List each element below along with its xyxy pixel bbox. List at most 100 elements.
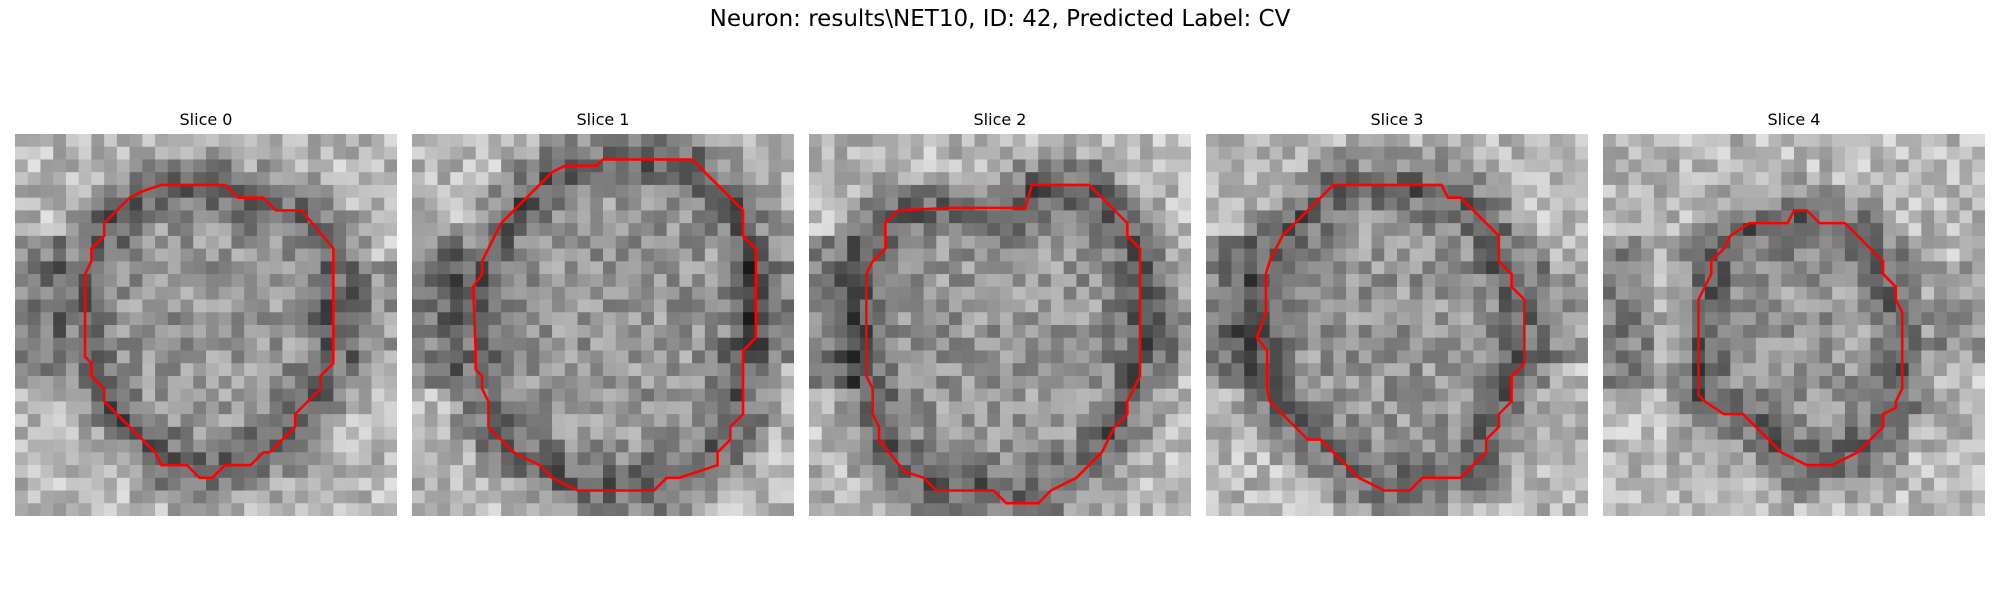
pixel [1127, 223, 1141, 237]
pixel [1320, 248, 1334, 262]
pixel [1038, 388, 1052, 402]
pixel [781, 465, 794, 479]
pixel [1409, 337, 1423, 351]
pixel [1460, 439, 1474, 453]
pixel [256, 439, 271, 453]
pixel [346, 477, 360, 491]
pixel [1908, 134, 1922, 148]
pixel [475, 197, 489, 211]
pixel [552, 452, 566, 466]
pixel [1562, 414, 1576, 428]
pixel [526, 477, 540, 491]
pixel [78, 197, 92, 211]
pixel [193, 248, 207, 262]
pixel [1768, 299, 1782, 313]
pixel [1524, 363, 1538, 377]
pixel [987, 388, 1001, 402]
pixel [821, 439, 835, 453]
pixel [1844, 159, 1859, 173]
pixel [1231, 452, 1245, 466]
pixel [898, 490, 912, 504]
pixel [1307, 159, 1321, 173]
pixel [1717, 134, 1731, 148]
pixel [1063, 172, 1077, 186]
pixel [885, 286, 899, 300]
pixel [384, 261, 397, 275]
pixel [1857, 401, 1871, 415]
pixel [295, 146, 309, 160]
pixel [1844, 184, 1859, 199]
pixel [27, 134, 41, 148]
pixel [577, 223, 591, 237]
pixel [501, 490, 515, 504]
pixel [1447, 210, 1462, 224]
pixel [809, 490, 823, 504]
pixel [1307, 337, 1321, 351]
pixel [218, 261, 232, 275]
pixel [450, 477, 464, 491]
pixel [1460, 134, 1474, 148]
pixel [936, 325, 950, 339]
pixel [666, 363, 680, 377]
pixel [1717, 172, 1731, 186]
pixel [167, 235, 181, 249]
pixel [142, 146, 156, 160]
pixel [27, 159, 41, 173]
pixel [116, 490, 130, 504]
pixel [1832, 363, 1846, 377]
pixel [1114, 325, 1128, 339]
pixel [1397, 325, 1411, 339]
pixel [218, 337, 232, 351]
pixel [1679, 261, 1693, 275]
pixel [1972, 261, 1985, 275]
pixel [961, 312, 975, 326]
pixel [1435, 210, 1449, 224]
pixel [1946, 248, 1960, 262]
pixel [1076, 401, 1090, 415]
pixel [180, 337, 194, 351]
pixel [1537, 184, 1551, 199]
pixel [872, 465, 886, 479]
pixel [1089, 325, 1103, 339]
pixel [1549, 414, 1563, 428]
pixel [949, 414, 963, 428]
pixel [1422, 439, 1436, 453]
pixel [1256, 235, 1271, 249]
pixel [628, 426, 642, 440]
pixel [1972, 223, 1985, 237]
pixel [1794, 337, 1808, 351]
pixel [1883, 414, 1897, 428]
pixel [116, 134, 130, 148]
pixel [1679, 248, 1693, 262]
pixel [872, 159, 886, 173]
pixel [577, 146, 591, 160]
pixel [1743, 299, 1757, 313]
pixel [256, 401, 271, 415]
pixel [821, 172, 835, 186]
pixel [834, 274, 848, 288]
pixel [847, 184, 861, 199]
pixel [65, 159, 80, 173]
pixel [1409, 363, 1423, 377]
pixel [269, 401, 283, 415]
pixel [590, 134, 604, 148]
pixel [910, 337, 924, 351]
pixel [1206, 388, 1220, 402]
pixel [1781, 490, 1795, 504]
pixel [961, 274, 975, 288]
pixel [1114, 350, 1128, 364]
pixel [704, 299, 718, 313]
pixel [1575, 426, 1588, 440]
pixel [781, 363, 794, 377]
pixel [1473, 363, 1487, 377]
pixel [256, 146, 271, 160]
pixel [898, 274, 912, 288]
pixel [346, 503, 360, 516]
pixel [15, 210, 29, 224]
pixel [1870, 388, 1884, 402]
pixel [1244, 134, 1258, 148]
pixel [1794, 286, 1808, 300]
pixel [1511, 350, 1525, 364]
pixel [1460, 503, 1474, 516]
pixel [1218, 363, 1232, 377]
